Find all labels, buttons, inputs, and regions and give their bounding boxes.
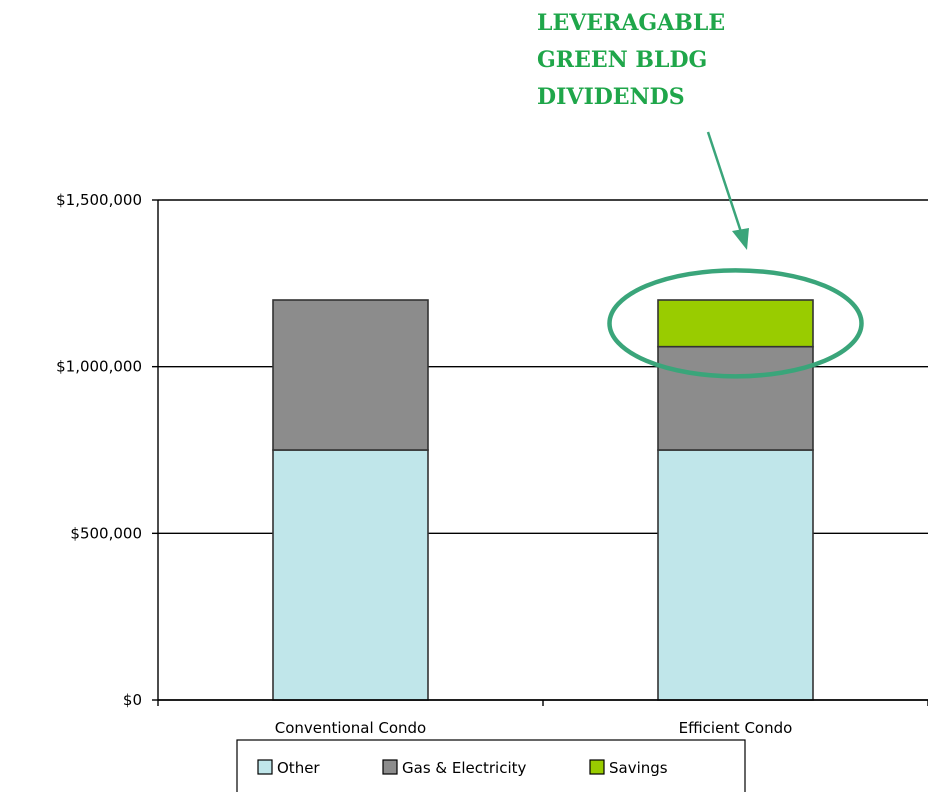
legend: Other Gas & Electricity Savings (236, 739, 746, 792)
category-labels: Conventional Condo Efficient Condo (275, 719, 793, 737)
legend-label: Savings (609, 759, 668, 777)
axes (152, 199, 928, 706)
legend-label: Gas & Electricity (402, 759, 526, 777)
legend-label: Other (277, 759, 320, 777)
y-tick-label: $0 (123, 691, 142, 709)
y-tick-label: $1,500,000 (56, 191, 142, 209)
bar-segment-gas-electricity (272, 299, 429, 451)
y-tick-labels: $0 $500,000 $1,000,000 $1,500,000 (56, 191, 142, 709)
legend-swatch (257, 759, 273, 775)
annotation-text-line: LEVERAGABLE (537, 10, 725, 36)
legend-swatch (589, 759, 605, 775)
y-tick-label: $1,000,000 (56, 358, 142, 376)
y-tick-label: $500,000 (70, 524, 142, 542)
annotation: LEVERAGABLE GREEN BLDG DIVIDENDS (537, 10, 864, 379)
annotation-arrow-shaft (706, 131, 743, 233)
category-label: Conventional Condo (275, 719, 427, 737)
annotation-text-line: DIVIDENDS (537, 84, 685, 110)
bars (272, 299, 814, 701)
legend-box (236, 739, 746, 792)
category-label: Efficient Condo (679, 719, 793, 737)
highlight-ellipse (607, 268, 864, 379)
annotation-arrowhead (732, 228, 749, 250)
legend-swatch (382, 759, 398, 775)
bar-segment-gas-electricity (657, 345, 814, 451)
bar-segment-savings (657, 299, 814, 348)
bar-segment-other (272, 449, 429, 701)
annotation-text-line: GREEN BLDG (537, 47, 707, 73)
bar-segment-other (657, 449, 814, 701)
